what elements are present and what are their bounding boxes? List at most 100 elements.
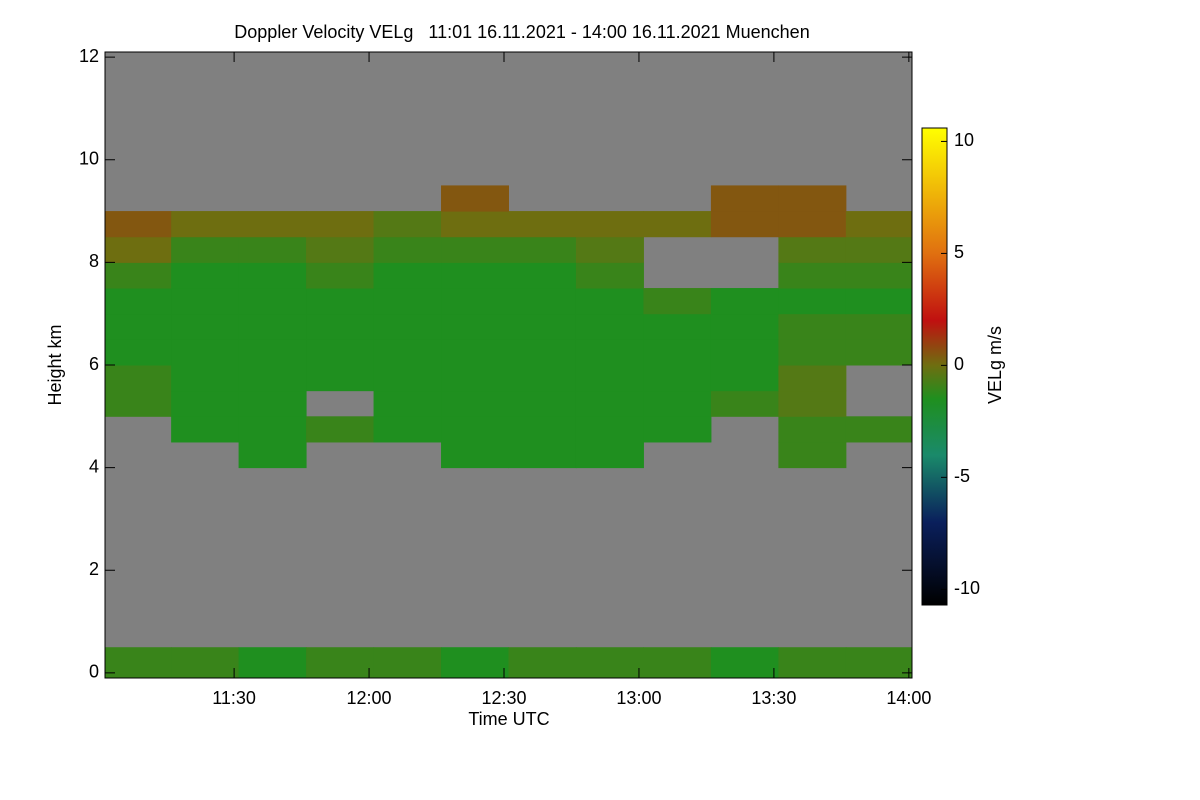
x-tick-label: 12:00 — [347, 688, 392, 708]
heatmap-cell — [575, 390, 644, 417]
heatmap-cell — [105, 236, 172, 263]
heatmap-cell — [105, 262, 172, 289]
heatmap-cell — [171, 262, 240, 289]
heatmap-cell — [643, 313, 712, 340]
heatmap-cell — [373, 647, 442, 679]
heatmap-cell — [778, 339, 847, 366]
heatmap-cell — [643, 211, 712, 238]
heatmap-cell — [441, 262, 509, 289]
y-tick-label: 6 — [89, 354, 99, 374]
heatmap-cell — [441, 185, 509, 212]
colorbar — [921, 127, 948, 606]
heatmap-cell — [105, 211, 172, 238]
heatmap-cell — [441, 365, 509, 392]
heatmap-cell — [171, 647, 240, 679]
heatmap-cell — [171, 390, 240, 417]
heatmap-cell — [171, 339, 240, 366]
heatmap-cell — [306, 313, 375, 340]
heatmap-cell — [845, 236, 913, 263]
heatmap-cell — [105, 390, 172, 417]
heatmap-cell — [778, 185, 847, 212]
heatmap-cell — [710, 211, 779, 238]
heatmap-cell — [710, 339, 779, 366]
heatmap-cell — [845, 647, 913, 679]
heatmap-cell — [105, 365, 172, 392]
heatmap-cell — [845, 288, 913, 315]
heatmap-cell — [575, 262, 644, 289]
heatmap-cell — [845, 313, 913, 340]
heatmap-cell — [710, 185, 779, 212]
heatmap-cell — [643, 365, 712, 392]
heatmap-cell — [575, 339, 644, 366]
heatmap-cell — [508, 365, 577, 392]
heatmap-cell — [306, 236, 375, 263]
colorbar-tick-label: -5 — [954, 466, 970, 486]
heatmap-cell — [373, 211, 442, 238]
heatmap-cell — [778, 262, 847, 289]
heatmap-cell — [105, 288, 172, 315]
x-tick-label: 12:30 — [481, 688, 526, 708]
heatmap-cell — [171, 236, 240, 263]
heatmap-cell — [575, 441, 644, 469]
heatmap-cell — [778, 390, 847, 417]
heatmap-cell — [845, 262, 913, 289]
x-tick-label: 13:00 — [616, 688, 661, 708]
heatmap-cell — [710, 365, 779, 392]
heatmap-cell — [575, 416, 644, 443]
heatmap-cell — [441, 339, 509, 366]
heatmap-cell — [643, 416, 712, 443]
x-tick-label: 11:30 — [212, 688, 256, 708]
heatmap-cell — [643, 390, 712, 417]
heatmap-cell — [373, 262, 442, 289]
heatmap-cell — [238, 339, 307, 366]
heatmap-cell — [508, 416, 577, 443]
heatmap-cell — [845, 339, 913, 366]
heatmap-cell — [778, 647, 847, 679]
heatmap-cell — [306, 647, 375, 679]
heatmap-cell — [778, 416, 847, 443]
heatmap-cell — [238, 365, 307, 392]
heatmap-cell — [171, 288, 240, 315]
x-tick-label: 14:00 — [886, 688, 931, 708]
heatmap-cell — [238, 647, 307, 679]
heatmap-cell — [508, 441, 577, 469]
heatmap-cell — [778, 288, 847, 315]
heatmap-cell — [441, 390, 509, 417]
heatmap-cell — [778, 236, 847, 263]
heatmap-cell — [105, 339, 172, 366]
heatmap-cell — [575, 236, 644, 263]
x-tick-label: 13:30 — [751, 688, 796, 708]
heatmap-cell — [171, 365, 240, 392]
heatmap-cell — [171, 416, 240, 443]
heatmap-cell — [508, 339, 577, 366]
heatmap-cell — [306, 211, 375, 238]
heatmap-cell — [441, 236, 509, 263]
heatmap-cell — [441, 441, 509, 469]
heatmap-cell — [778, 365, 847, 392]
heatmap-cell — [441, 647, 509, 679]
heatmap-cell — [643, 647, 712, 679]
heatmap-cell — [575, 211, 644, 238]
heatmap-cell — [508, 313, 577, 340]
chart-title: Doppler Velocity VELg 11:01 16.11.2021 -… — [234, 22, 809, 42]
heatmap-cell — [306, 365, 375, 392]
colorbar-tick-label: 0 — [954, 354, 964, 374]
heatmap-cell — [643, 288, 712, 315]
heatmap-cell — [575, 313, 644, 340]
heatmap-cell — [508, 647, 577, 679]
heatmap-cell — [508, 236, 577, 263]
heatmap-cell — [508, 262, 577, 289]
heatmap-cell — [508, 211, 577, 238]
heatmap-cell — [710, 288, 779, 315]
heatmap-cell — [238, 313, 307, 340]
heatmap-cell — [306, 416, 375, 443]
heatmap-cell — [373, 288, 442, 315]
y-tick-label: 2 — [89, 559, 99, 579]
heatmap-cell — [575, 365, 644, 392]
colorbar-tick-label: 5 — [954, 242, 964, 262]
heatmap-cell — [778, 441, 847, 469]
heatmap-cell — [105, 647, 172, 679]
heatmap-cell — [441, 288, 509, 315]
heatmap-cell — [778, 313, 847, 340]
